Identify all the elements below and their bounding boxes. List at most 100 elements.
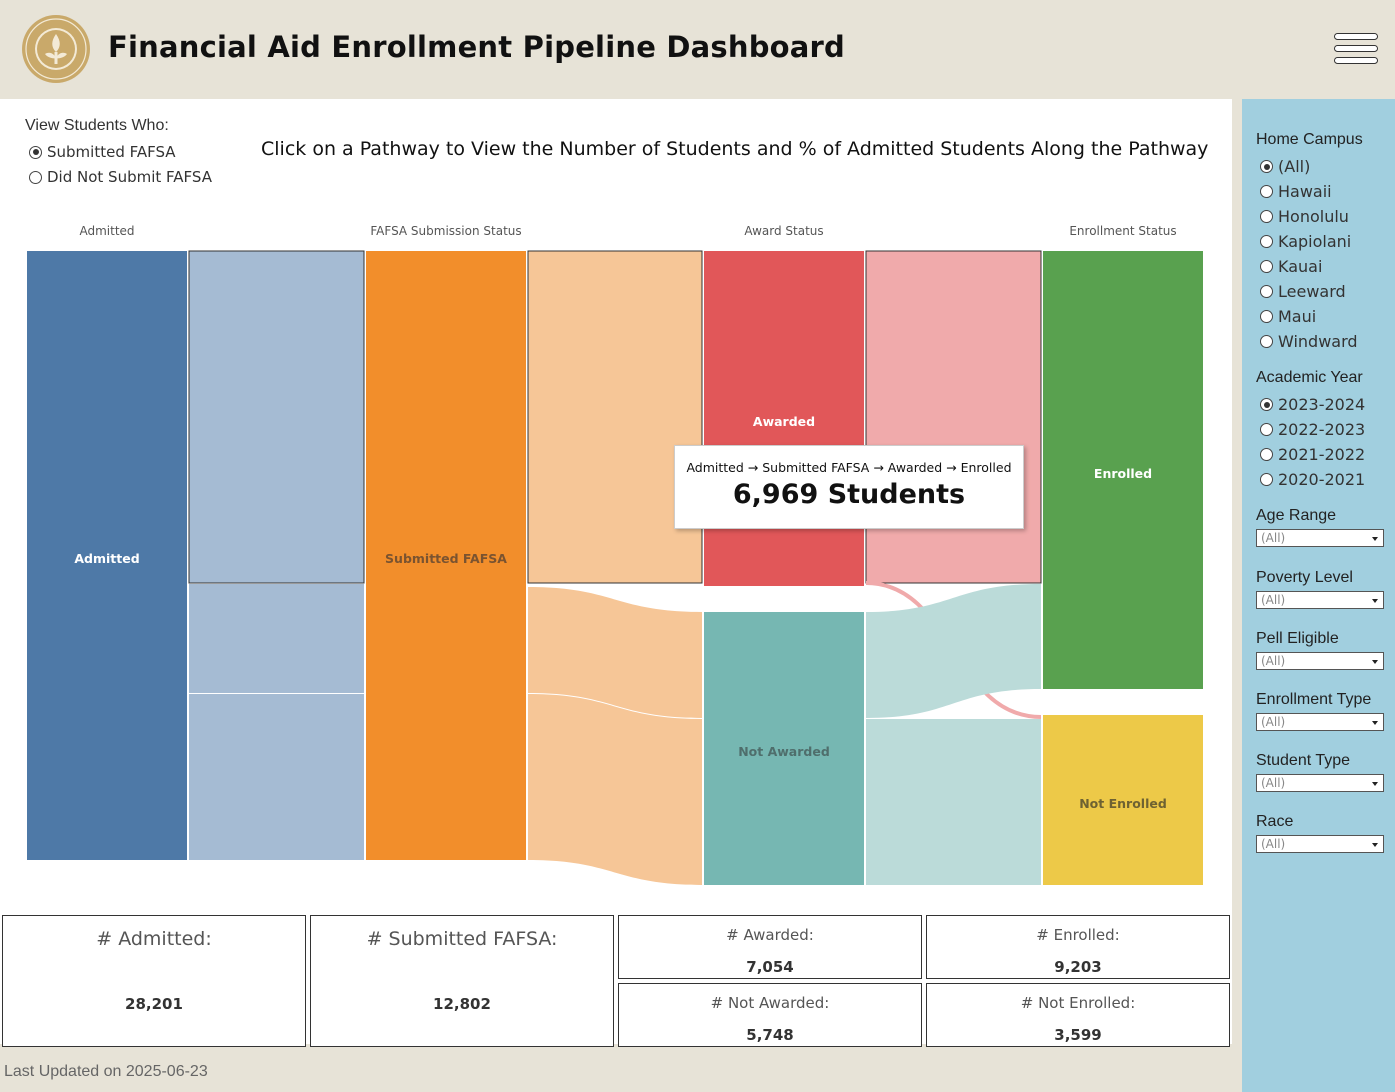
view-students-label: View Students Who:: [25, 117, 169, 134]
year-option-2021-2022[interactable]: 2021-2022: [1260, 445, 1365, 464]
filter-label-student-type: Student Type: [1256, 752, 1350, 769]
filter-label-age-range: Age Range: [1256, 507, 1337, 524]
summary-card-admitted: # Admitted: 28,201: [2, 915, 306, 1047]
radio-unselected-icon: [29, 170, 42, 184]
link-fafsa-not-awarded-enrolled[interactable]: [528, 587, 702, 718]
radio-label: Kapiolani: [1278, 232, 1352, 251]
node-label-admitted: Admitted: [74, 551, 139, 566]
campus-option-windward[interactable]: Windward: [1260, 332, 1358, 351]
dropdown-value: (All): [1261, 531, 1286, 545]
year-option-2023-2024[interactable]: 2023-2024: [1260, 395, 1365, 414]
radio-unselected-icon: [1260, 423, 1273, 436]
age-range-dropdown[interactable]: (All): [1256, 529, 1384, 547]
node-label-not-awarded: Not Awarded: [738, 744, 830, 759]
column-header-award-status: Award Status: [744, 224, 824, 238]
campus-option-kapiolani[interactable]: Kapiolani: [1260, 232, 1351, 251]
summary-value: 12,802: [433, 995, 491, 1013]
summary-card-not-enrolled: # Not Enrolled: 3,599: [926, 983, 1230, 1047]
radio-selected-icon: [29, 145, 42, 159]
summary-label: # Submitted FAFSA:: [366, 928, 558, 950]
node-not-awarded[interactable]: [704, 612, 864, 885]
dropdown-arrow-icon: [1372, 599, 1378, 603]
radio-unselected-icon: [1260, 235, 1273, 248]
summary-label: # Enrolled:: [1036, 926, 1120, 944]
year-option-2020-2021[interactable]: 2020-2021: [1260, 470, 1365, 489]
enrollment-type-dropdown[interactable]: (All): [1256, 713, 1384, 731]
radio-unselected-icon: [1260, 335, 1273, 348]
header-bar: Financial Aid Enrollment Pipeline Dashbo…: [0, 0, 1395, 99]
sankey-diagram: Admitted Submitted FAFSA Awarded Not Awa…: [27, 250, 1203, 885]
pathway-tooltip: Admitted → Submitted FAFSA → Awarded → E…: [674, 445, 1024, 529]
node-enrolled[interactable]: [1043, 251, 1203, 689]
dropdown-arrow-icon: [1372, 782, 1378, 786]
dropdown-arrow-icon: [1372, 843, 1378, 847]
instruction-text: Click on a Pathway to View the Number of…: [261, 138, 1209, 160]
dropdown-arrow-icon: [1372, 537, 1378, 541]
summary-value: 9,203: [1054, 958, 1102, 976]
campus-option-kauai[interactable]: Kauai: [1260, 257, 1322, 276]
node-label-not-enrolled: Not Enrolled: [1079, 796, 1167, 811]
radio-unselected-icon: [1260, 210, 1273, 223]
radio-label: 2021-2022: [1278, 445, 1366, 464]
link-admitted-fafsa-not-awarded[interactable]: [189, 694, 364, 860]
summary-label: # Not Enrolled:: [1020, 994, 1136, 1012]
summary-value: 5,748: [746, 1026, 794, 1044]
filter-label-academic-year: Academic Year: [1256, 369, 1363, 386]
radio-selected-icon: [1260, 160, 1273, 173]
link-not-awarded-enrolled[interactable]: [866, 584, 1041, 718]
page-title: Financial Aid Enrollment Pipeline Dashbo…: [108, 30, 846, 64]
node-label-submitted-fafsa: Submitted FAFSA: [385, 551, 507, 566]
radio-label: Kauai: [1278, 257, 1323, 276]
filter-label-pell-eligible: Pell Eligible: [1256, 630, 1339, 647]
radio-label: 2022-2023: [1278, 420, 1366, 439]
link-admitted-fafsa-awarded-not-enrolled[interactable]: [189, 584, 364, 693]
node-awarded[interactable]: [704, 251, 864, 586]
node-submitted-fafsa[interactable]: [366, 251, 526, 860]
link-not-awarded-not-enrolled[interactable]: [866, 719, 1041, 885]
link-fafsa-awarded-enrolled[interactable]: [527, 250, 703, 584]
dropdown-arrow-icon: [1372, 660, 1378, 664]
student-type-dropdown[interactable]: (All): [1256, 774, 1384, 792]
summary-card-submitted-fafsa: # Submitted FAFSA: 12,802: [310, 915, 614, 1047]
node-admitted[interactable]: [27, 251, 187, 860]
tooltip-pathway-text: Admitted → Submitted FAFSA → Awarded → E…: [686, 460, 1012, 475]
race-dropdown[interactable]: (All): [1256, 835, 1384, 853]
radio-unselected-icon: [1260, 285, 1273, 298]
campus-option-maui[interactable]: Maui: [1260, 307, 1316, 326]
radio-label: Did Not Submit FAFSA: [47, 168, 212, 186]
node-not-enrolled[interactable]: [1043, 715, 1203, 885]
radio-unselected-icon: [1260, 260, 1273, 273]
link-fafsa-not-awarded-not-enrolled[interactable]: [528, 694, 702, 885]
hamburger-menu-icon[interactable]: [1334, 33, 1380, 69]
node-label-enrolled: Enrolled: [1094, 466, 1152, 481]
filter-label-race: Race: [1256, 813, 1294, 830]
campus-option-leeward[interactable]: Leeward: [1260, 282, 1346, 301]
campus-option-hawaii[interactable]: Hawaii: [1260, 182, 1332, 201]
link-admitted-fafsa-awarded-enrolled[interactable]: [188, 250, 365, 584]
summary-value: 3,599: [1054, 1026, 1102, 1044]
radio-label: Submitted FAFSA: [47, 143, 176, 161]
campus-option-honolulu[interactable]: Honolulu: [1260, 207, 1349, 226]
column-header-admitted: Admitted: [79, 224, 135, 238]
radio-unselected-icon: [1260, 448, 1273, 461]
radio-label: 2020-2021: [1278, 470, 1366, 489]
radio-label: Windward: [1278, 332, 1358, 351]
pell-eligible-dropdown[interactable]: (All): [1256, 652, 1384, 670]
dropdown-value: (All): [1261, 715, 1286, 729]
dropdown-value: (All): [1261, 593, 1286, 607]
campus-option-all[interactable]: (All): [1260, 157, 1310, 176]
year-option-2022-2023[interactable]: 2022-2023: [1260, 420, 1365, 439]
dropdown-arrow-icon: [1372, 721, 1378, 725]
poverty-level-dropdown[interactable]: (All): [1256, 591, 1384, 609]
summary-label: # Admitted:: [96, 928, 212, 950]
summary-card-not-awarded: # Not Awarded: 5,748: [618, 983, 922, 1047]
university-seal-icon: [22, 15, 90, 83]
radio-submitted-fafsa[interactable]: Submitted FAFSA: [29, 143, 176, 161]
summary-card-awarded: # Awarded: 7,054: [618, 915, 922, 979]
link-awarded-enrolled[interactable]: [865, 250, 1042, 584]
filter-label-poverty-level: Poverty Level: [1256, 569, 1353, 586]
radio-unselected-icon: [1260, 310, 1273, 323]
tooltip-student-count: 6,969 Students: [732, 479, 966, 510]
radio-did-not-submit-fafsa[interactable]: Did Not Submit FAFSA: [29, 168, 212, 186]
filter-label-home-campus: Home Campus: [1256, 131, 1363, 148]
